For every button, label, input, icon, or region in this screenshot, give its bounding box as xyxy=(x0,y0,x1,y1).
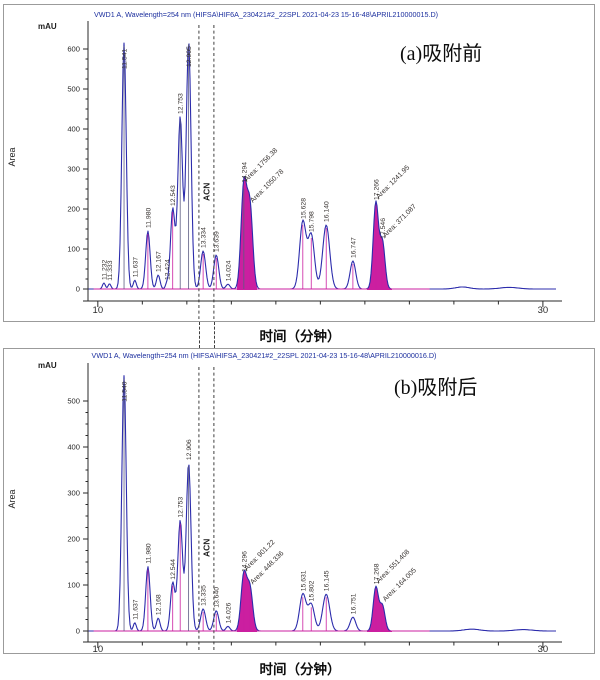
x-axis-title-a: 时间（分钟） xyxy=(259,329,341,344)
acn-label: ACN xyxy=(201,183,211,201)
peak-rt-label: 12.753 xyxy=(178,93,185,114)
panel-header: VWD1 A, Wavelength=254 nm (HIFSA\HIF6A_2… xyxy=(94,10,438,19)
peak-rt-label: 13.639 xyxy=(214,231,221,252)
y-tick-label: 100 xyxy=(67,245,80,254)
peak-rt-label: 12.905 xyxy=(186,46,193,67)
y-axis-title: Area xyxy=(7,489,17,508)
panel-header: VWD1 A, Wavelength=254 nm (HIFSA\HIFSA_2… xyxy=(92,351,437,360)
y-unit-label: mAU xyxy=(38,22,57,31)
peak-rt-label: 16.747 xyxy=(350,237,357,258)
peak-rt-label: 11.232 xyxy=(101,259,108,280)
y-tick-label: 200 xyxy=(67,535,80,544)
peak-rt-label: 11.541 xyxy=(122,48,129,69)
chromatogram-b-svg: 0 100 200 300 400 500 10 30 11.540 11.637 11.980 12… xyxy=(7,351,562,653)
peak-rt-label: 13.334 xyxy=(201,227,208,248)
peak-rt-label: 16.751 xyxy=(350,593,357,614)
y-tick-label: 0 xyxy=(76,285,80,294)
y-tick-label: 400 xyxy=(67,443,80,452)
peak-area-label: Area: 371.087 xyxy=(382,203,418,239)
x-tick-label: 10 xyxy=(93,644,104,653)
acn-label: ACN xyxy=(201,539,211,557)
peak-rt-label: 13.640 xyxy=(214,587,221,608)
peak-rt-label: 13.335 xyxy=(201,585,208,606)
peak-rt-label: 15.628 xyxy=(300,198,307,219)
peak-rt-label: 17.266 xyxy=(373,179,380,200)
x-tick-label: 30 xyxy=(538,305,549,316)
y-tick-label: 300 xyxy=(67,165,80,174)
y-tick-label: 200 xyxy=(67,205,80,214)
peak-rt-label: 15.631 xyxy=(300,570,307,591)
peak-rt-label: 12.167 xyxy=(156,251,163,272)
peak-rt-label: 12.753 xyxy=(178,497,185,518)
peak-rt-label: 14.294 xyxy=(241,162,248,183)
peak-rt-label: 12.168 xyxy=(156,594,163,615)
acn-window-dashed-line-gap-left xyxy=(199,322,200,348)
peak-rt-label: 11.333 xyxy=(107,260,114,281)
peak-rt-label: 11.637 xyxy=(132,257,139,278)
peak-rt-label: 11.540 xyxy=(122,381,129,402)
peak-rt-label: 17.268 xyxy=(373,563,380,584)
integration-fill xyxy=(367,200,392,290)
x-tick-label: 10 xyxy=(93,305,104,316)
panel-caption: (b)吸附后 xyxy=(394,376,477,399)
y-tick-label: 600 xyxy=(67,45,80,54)
panel-a-before-adsorption: 0 100 200 300 400 500 600 10 30 11.232 11.333 11.54… xyxy=(3,4,595,322)
peak-rt-label: 16.140 xyxy=(324,201,331,222)
peak-rt-label: 11.980 xyxy=(145,207,152,228)
peak-rt-label: 15.798 xyxy=(309,211,316,232)
panel-b-after-adsorption: 0 100 200 300 400 500 10 30 11.540 11.637 11.980 12… xyxy=(3,348,595,654)
y-tick-label: 0 xyxy=(76,627,80,636)
chromatogram-trace xyxy=(88,375,556,632)
peak-area-label: Area: 1241.95 xyxy=(375,164,411,200)
peak-rt-label: 16.145 xyxy=(324,570,331,591)
peak-rt-label: 14.024 xyxy=(225,260,232,281)
x-axis-title-b: 时间（分钟） xyxy=(259,662,341,677)
peak-rt-label: 17.546 xyxy=(380,218,387,239)
y-tick-label: 500 xyxy=(67,397,80,406)
peak-rt-label: 12.906 xyxy=(186,439,193,460)
acn-window-dashed-line-gap-right xyxy=(214,322,215,348)
peak-rt-label: 12.424 xyxy=(165,259,172,280)
y-axis-title: Area xyxy=(7,147,17,166)
peak-rt-label: 12.543 xyxy=(170,185,177,206)
y-tick-label: 400 xyxy=(67,125,80,134)
peak-rt-label: 14.296 xyxy=(241,551,248,572)
peak-rt-label: 15.802 xyxy=(309,580,316,601)
peak-rt-label: 14.026 xyxy=(225,602,232,623)
x-tick-label: 30 xyxy=(538,644,549,653)
panel-caption: (a)吸附前 xyxy=(400,42,482,65)
peak-rt-label: 12.544 xyxy=(170,559,177,580)
peak-rt-label: 11.637 xyxy=(132,599,139,620)
y-tick-label: 500 xyxy=(67,85,80,94)
chromatogram-trace xyxy=(88,42,556,290)
y-tick-label: 100 xyxy=(67,581,80,590)
peak-rt-label: 11.980 xyxy=(145,543,152,564)
y-unit-label: mAU xyxy=(38,361,57,370)
y-tick-label: 300 xyxy=(67,489,80,498)
